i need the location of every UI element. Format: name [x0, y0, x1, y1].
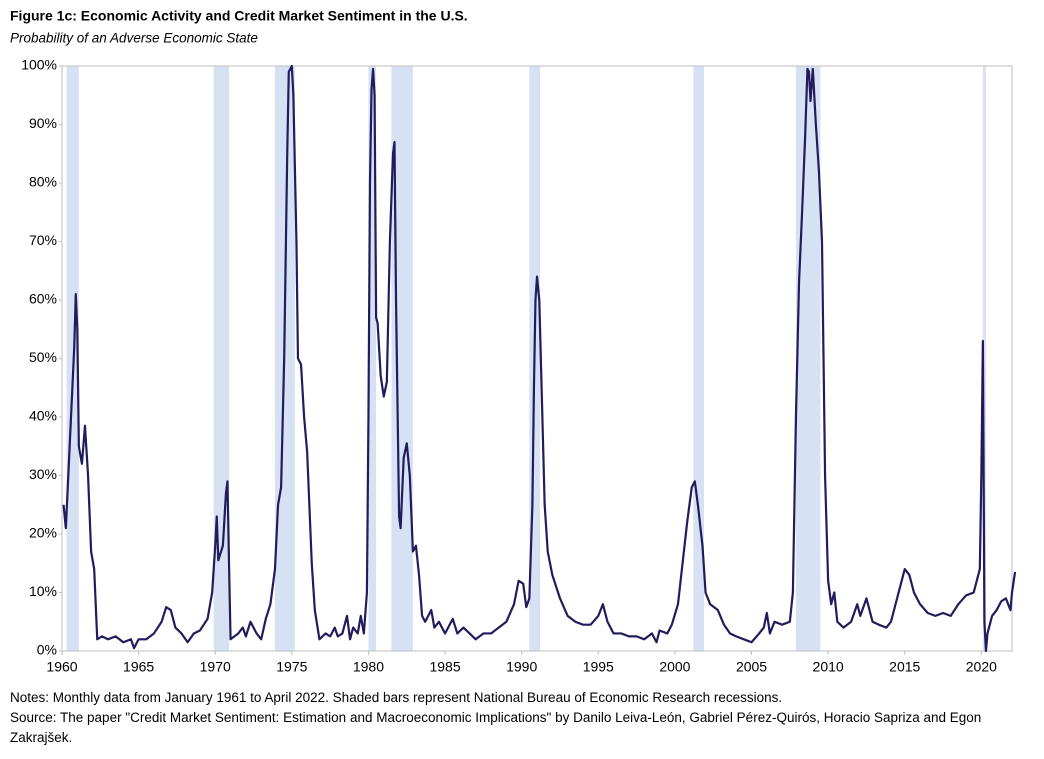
footnotes: Notes: Monthly data from January 1961 to…	[10, 688, 1010, 748]
x-tick-label: 1980	[353, 659, 384, 675]
x-tick-label: 2010	[813, 659, 844, 675]
y-tick-label: 0%	[37, 642, 57, 658]
x-tick-label: 1990	[506, 659, 537, 675]
y-tick-label: 100%	[21, 57, 57, 73]
y-tick-label: 70%	[29, 232, 57, 248]
chart: Figure 1c: Economic Activity and Credit …	[10, 8, 1017, 675]
chart-title: Figure 1c: Economic Activity and Credit …	[10, 8, 468, 24]
notes: Notes: Monthly data from January 1961 to…	[10, 690, 783, 705]
y-tick-label: 90%	[29, 115, 57, 131]
x-tick-label: 1965	[123, 659, 154, 675]
y-tick-label: 60%	[29, 291, 57, 307]
recession-band	[213, 66, 230, 651]
recession-band	[693, 66, 705, 651]
y-tick-label: 10%	[29, 583, 57, 599]
recession-band	[795, 66, 821, 651]
chart-subtitle: Probability of an Adverse Economic State	[10, 31, 258, 46]
y-tick-label: 30%	[29, 466, 57, 482]
y-tick-label: 40%	[29, 408, 57, 424]
x-tick-label: 2015	[889, 659, 920, 675]
x-tick-label: 1975	[276, 659, 307, 675]
x-tick-label: 1960	[46, 659, 77, 675]
x-tick-label: 2005	[736, 659, 767, 675]
y-tick-label: 50%	[29, 349, 57, 365]
recession-band	[982, 66, 986, 651]
recession-band	[391, 66, 413, 651]
x-tick-label: 1970	[200, 659, 231, 675]
x-tick-label: 1985	[429, 659, 460, 675]
y-tick-label: 80%	[29, 174, 57, 190]
y-tick-label: 20%	[29, 525, 57, 541]
x-tick-label: 2020	[966, 659, 997, 675]
x-tick-label: 1995	[583, 659, 614, 675]
source: Source: The paper "Credit Market Sentime…	[10, 710, 982, 745]
x-tick-label: 2000	[659, 659, 690, 675]
series-line	[62, 64, 1017, 653]
recession-band	[368, 66, 377, 651]
